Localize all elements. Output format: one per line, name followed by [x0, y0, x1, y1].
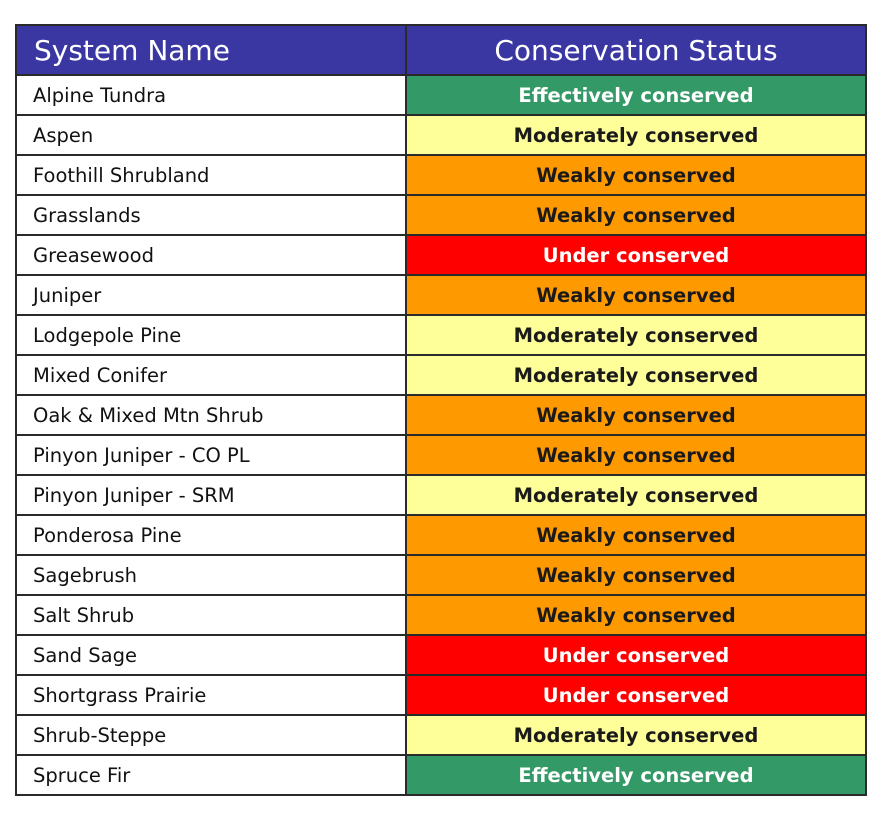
conservation-status: Moderately conserved [405, 474, 867, 516]
table-row: Oak & Mixed Mtn Shrub Weakly conserved [15, 394, 867, 436]
table-row: Lodgepole Pine Moderately conserved [15, 314, 867, 356]
table-row: Mixed Conifer Moderately conserved [15, 354, 867, 396]
conservation-status: Moderately conserved [405, 354, 867, 396]
table-row: Shrub-Steppe Moderately conserved [15, 714, 867, 756]
system-name: Shrub-Steppe [15, 714, 407, 756]
table-row: Aspen Moderately conserved [15, 114, 867, 156]
table-row: Salt Shrub Weakly conserved [15, 594, 867, 636]
table-body: Alpine Tundra Effectively conserved Aspen M… [15, 74, 867, 796]
system-name: Pinyon Juniper - SRM [15, 474, 407, 516]
conservation-status: Effectively conserved [405, 74, 867, 116]
conservation-status: Weakly conserved [405, 154, 867, 196]
conservation-status: Weakly conserved [405, 554, 867, 596]
system-name: Shortgrass Prairie [15, 674, 407, 716]
table-row: Ponderosa Pine Weakly conserved [15, 514, 867, 556]
conservation-status: Moderately conserved [405, 714, 867, 756]
header-cell: Conservation Status [405, 24, 867, 76]
header-row: System Name Conservation Status [15, 24, 867, 76]
conservation-status: Weakly conserved [405, 594, 867, 636]
table-row: Sand Sage Under conserved [15, 634, 867, 676]
conservation-status: Moderately conserved [405, 114, 867, 156]
system-name: Spruce Fir [15, 754, 407, 796]
system-name: Grasslands [15, 194, 407, 236]
conservation-status: Under conserved [405, 234, 867, 276]
system-name: Lodgepole Pine [15, 314, 407, 356]
system-name: Salt Shrub [15, 594, 407, 636]
system-name: Oak & Mixed Mtn Shrub [15, 394, 407, 436]
conservation-status: Weakly conserved [405, 514, 867, 556]
table-row: Grasslands Weakly conserved [15, 194, 867, 236]
conservation-status: Weakly conserved [405, 194, 867, 236]
table-row: Pinyon Juniper - SRM Moderately conserved [15, 474, 867, 516]
system-name: Mixed Conifer [15, 354, 407, 396]
system-name: Foothill Shrubland [15, 154, 407, 196]
conservation-status: Moderately conserved [405, 314, 867, 356]
system-name: Sagebrush [15, 554, 407, 596]
header-cell: System Name [15, 24, 407, 76]
system-name: Alpine Tundra [15, 74, 407, 116]
system-name: Pinyon Juniper - CO PL [15, 434, 407, 476]
table-header: System Name Conservation Status [15, 24, 867, 76]
system-name: Aspen [15, 114, 407, 156]
table-row: Juniper Weakly conserved [15, 274, 867, 316]
conservation-status: Effectively conserved [405, 754, 867, 796]
system-name: Juniper [15, 274, 407, 316]
table-row: Spruce Fir Effectively conserved [15, 754, 867, 796]
status-table: System Name Conservation Status Alpine T… [15, 24, 867, 796]
conservation-status: Weakly conserved [405, 394, 867, 436]
conservation-status: Weakly conserved [405, 274, 867, 316]
system-name: Ponderosa Pine [15, 514, 407, 556]
table-row: Pinyon Juniper - CO PL Weakly conserved [15, 434, 867, 476]
table-row: Alpine Tundra Effectively conserved [15, 74, 867, 116]
system-name: Sand Sage [15, 634, 407, 676]
system-name: Greasewood [15, 234, 407, 276]
conservation-status: Under conserved [405, 674, 867, 716]
table-row: Shortgrass Prairie Under conserved [15, 674, 867, 716]
table-row: Foothill Shrubland Weakly conserved [15, 154, 867, 196]
table-row: Sagebrush Weakly conserved [15, 554, 867, 596]
conservation-status: Weakly conserved [405, 434, 867, 476]
table-row: Greasewood Under conserved [15, 234, 867, 276]
conservation-status: Under conserved [405, 634, 867, 676]
